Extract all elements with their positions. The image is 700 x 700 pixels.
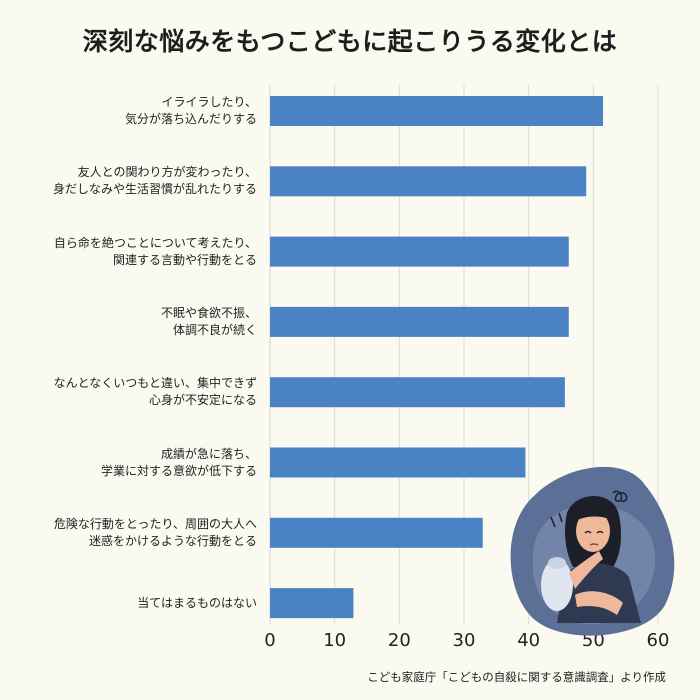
category-label-line: イライラしたり、 <box>161 95 257 109</box>
bar <box>270 236 569 267</box>
category-label: 自ら命を絶つことについて考えたり、関連する言動や行動をとる <box>7 235 257 269</box>
category-label-line: 心身が不安定になる <box>148 393 257 408</box>
bar <box>270 447 526 478</box>
category-label-line: なんとなくいつもと違い、集中できず <box>53 376 257 391</box>
x-tick-label: 20 <box>387 630 411 651</box>
category-label: 当てはまるものはない <box>7 595 257 612</box>
category-label-line: 関連する言動や行動をとる <box>112 252 257 267</box>
worried-child-icon <box>510 466 675 636</box>
category-label: 成績が急に落ち、学業に対する意欲が低下する <box>7 446 257 480</box>
x-tick-label: 40 <box>517 630 541 651</box>
category-label-line: 成績が急に落ち、 <box>160 446 257 461</box>
x-tick-label: 0 <box>264 630 276 651</box>
category-label-line: 気分が落ち込んだりする <box>124 112 257 126</box>
category-label: 危険な行動をとったり、周囲の大人へ迷惑をかけるような行動をとる <box>7 516 257 550</box>
category-label-line: 迷惑をかけるような行動をとる <box>88 533 257 548</box>
bar <box>270 588 354 619</box>
category-label: イライラしたり、気分が落ち込んだりする <box>7 94 257 128</box>
category-label: なんとなくいつもと違い、集中できず心身が不安定になる <box>7 375 257 409</box>
category-label-line: 危険な行動をとったり、周囲の大人へ <box>53 516 257 531</box>
x-tick-label: 10 <box>323 630 347 651</box>
bar <box>270 166 587 197</box>
category-label-line: 学業に対する意欲が低下する <box>100 463 257 478</box>
category-label-line: 体調不良が続く <box>172 322 257 337</box>
category-label: 不眠や食欲不振、体調不良が続く <box>7 305 257 339</box>
category-label-line: 身だしなみや生活習慣が乱れたりする <box>52 182 257 197</box>
bar <box>270 306 569 337</box>
category-label-line: 不眠や食欲不振、 <box>160 305 257 320</box>
category-label-line: 当てはまるものはない <box>137 595 257 610</box>
category-label-line: 友人との関わり方が変わったり、 <box>77 165 257 180</box>
x-tick-label: 30 <box>452 630 476 651</box>
bar <box>270 96 604 126</box>
category-label-line: 自ら命を絶つことについて考えたり、 <box>53 235 257 250</box>
x-tick-label: 60 <box>646 630 670 651</box>
category-label: 友人との関わり方が変わったり、身だしなみや生活習慣が乱れたりする <box>7 164 257 198</box>
bar <box>270 517 483 548</box>
chart-title: 深刻な悩みをもつこどもに起こりうる変化とは <box>82 27 618 56</box>
source-note: こども家庭庁「こどもの自殺に関する意識調査」より作成 <box>367 670 666 684</box>
bar <box>270 377 565 408</box>
